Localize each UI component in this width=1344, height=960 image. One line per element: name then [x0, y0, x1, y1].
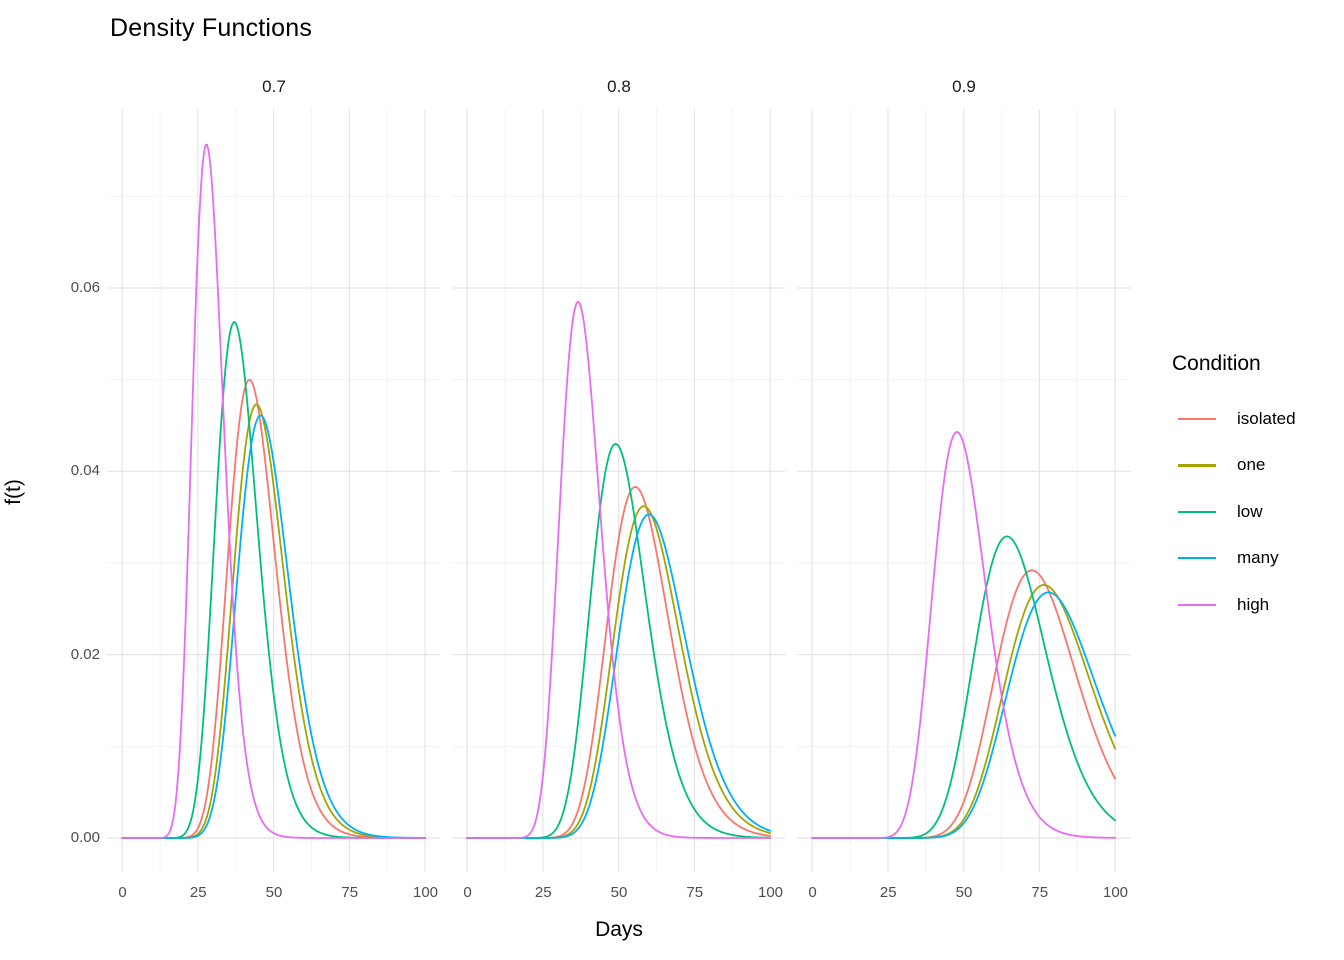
y-tick-label: 0.02 [70, 645, 100, 663]
facet-panel-0.7 [107, 109, 441, 872]
x-tick-label: 50 [955, 884, 973, 901]
legend: Condition isolated one low many high [1164, 352, 1344, 632]
legend-label-high: high [1237, 594, 1270, 614]
facet-strip-label-0.9: 0.9 [952, 77, 976, 96]
legend-label-isolated: isolated [1237, 409, 1296, 428]
x-tick-label: 100 [1102, 884, 1129, 901]
x-axis-title: Days [595, 918, 643, 941]
legend-item-low: low [1164, 502, 1344, 522]
x-tick-label: 25 [879, 884, 897, 901]
x-tick-label: 0 [463, 884, 472, 901]
facet-panel-0.9 [797, 109, 1131, 872]
x-tick-label: 75 [341, 884, 359, 901]
legend-label-one: one [1237, 455, 1266, 475]
legend-key-line-isolated [1178, 418, 1216, 421]
legend-label-low: low [1237, 501, 1263, 521]
y-tick-label: 0.04 [70, 462, 100, 480]
x-tick-label: 75 [1031, 884, 1049, 901]
legend-item-many: many [1164, 548, 1344, 568]
density-curve-high [811, 431, 1117, 839]
facet-strip-label-0.8: 0.8 [607, 77, 631, 96]
x-tick-label: 100 [412, 884, 439, 901]
x-tick-label: 0 [808, 884, 817, 901]
x-tick-label: 75 [686, 884, 704, 901]
legend-item-one: one [1164, 455, 1344, 475]
x-tick-label: 25 [534, 884, 552, 901]
y-tick-label: 0.00 [70, 829, 100, 846]
legend-title: Condition [1172, 352, 1261, 375]
plot-title: Density Functions [110, 14, 313, 42]
density-curve-high [466, 300, 772, 839]
density-curve-high [121, 143, 427, 839]
legend-key-line-high [1178, 603, 1216, 606]
x-tick-label: 50 [265, 884, 283, 901]
legend-key-line-many [1178, 557, 1216, 560]
x-tick-label: 0 [118, 884, 127, 901]
legend-label-many: many [1237, 548, 1279, 568]
legend-item-high: high [1164, 595, 1344, 615]
legend-item-isolated: isolated [1164, 409, 1344, 429]
y-axis-title: f(t) [2, 479, 25, 505]
facet-strip-label-0.7: 0.7 [262, 77, 286, 96]
x-tick-label: 50 [610, 884, 628, 901]
x-tick-label: 100 [757, 884, 784, 901]
facet-panel-0.8 [452, 109, 786, 872]
legend-key-line-one [1178, 464, 1216, 467]
density-curve-many [121, 414, 427, 839]
legend-key-line-low [1178, 510, 1216, 513]
x-tick-label: 25 [189, 884, 207, 901]
y-tick-label: 0.06 [70, 278, 100, 296]
